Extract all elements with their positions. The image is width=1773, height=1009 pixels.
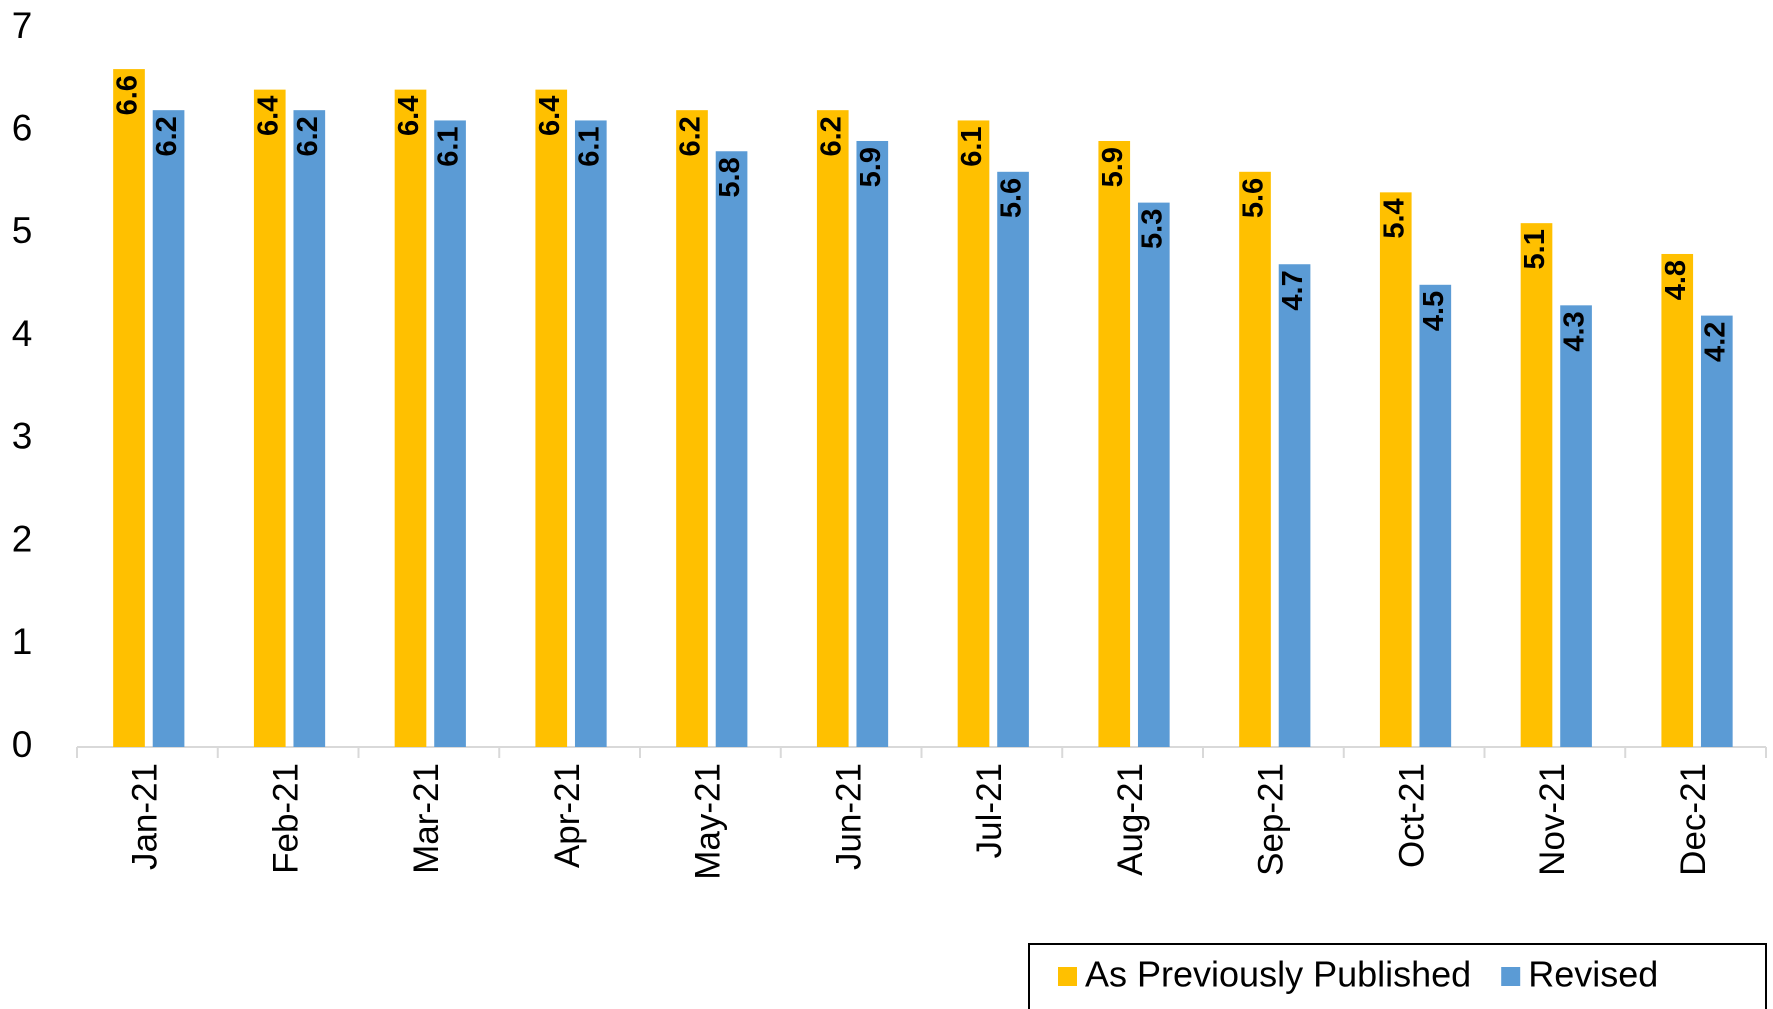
bar — [535, 89, 568, 748]
bar — [856, 140, 889, 747]
x-tick-label: Jun-21 — [829, 763, 868, 870]
y-tick-label: 3 — [12, 416, 33, 457]
data-label: 4.3 — [1559, 311, 1591, 351]
bar — [1379, 192, 1412, 748]
x-tick-label: Oct-21 — [1392, 763, 1431, 868]
data-label: 6.2 — [151, 116, 183, 156]
y-tick-label: 1 — [12, 621, 33, 662]
data-label: 4.5 — [1418, 291, 1450, 331]
legend-swatch — [1058, 967, 1077, 986]
bar — [152, 110, 185, 747]
x-tick-label: Jan-21 — [126, 763, 165, 870]
bar — [676, 110, 708, 747]
legend: As Previously Published Revised — [1028, 943, 1767, 1009]
data-label: 5.1 — [1519, 229, 1551, 269]
bar — [1700, 315, 1733, 747]
data-label: 6.6 — [112, 75, 144, 115]
data-label: 5.3 — [1136, 209, 1168, 249]
data-label: 6.1 — [433, 126, 465, 166]
bar — [293, 110, 326, 747]
bar — [715, 151, 748, 747]
bar — [1137, 202, 1170, 748]
data-label: 5.6 — [996, 178, 1028, 218]
data-label: 6.4 — [252, 96, 284, 136]
legend-label: Revised — [1528, 954, 1658, 995]
data-label: 6.2 — [292, 116, 324, 156]
data-label: 5.6 — [1238, 178, 1270, 218]
x-tick-label: Mar-21 — [407, 763, 446, 874]
bar — [1278, 264, 1311, 747]
y-tick-label: 6 — [12, 107, 33, 148]
data-label: 6.2 — [815, 116, 847, 156]
bar — [816, 110, 849, 747]
y-tick-label: 7 — [12, 5, 33, 46]
data-label: 6.4 — [534, 96, 566, 136]
y-tick-label: 0 — [12, 724, 33, 765]
x-tick-label: Apr-21 — [548, 763, 587, 868]
x-tick-label: Jul-21 — [970, 763, 1009, 858]
x-tick-label: Sep-21 — [1252, 763, 1291, 876]
y-tick-label: 4 — [12, 313, 33, 354]
bar — [434, 120, 466, 747]
x-tick-label: Aug-21 — [1111, 763, 1150, 876]
y-tick-label: 5 — [12, 210, 33, 251]
data-label: 6.1 — [573, 126, 605, 166]
data-label: 4.8 — [1660, 260, 1692, 300]
data-label: 5.9 — [1097, 147, 1129, 187]
data-label: 4.7 — [1277, 270, 1309, 310]
bar — [1239, 171, 1271, 748]
data-label: 5.8 — [714, 157, 746, 197]
bar — [957, 120, 990, 747]
data-label: 6.1 — [956, 126, 988, 166]
bar — [997, 171, 1029, 748]
data-label: 5.4 — [1378, 198, 1410, 238]
bar — [1419, 284, 1452, 747]
x-tick-label: May-21 — [689, 763, 728, 880]
bar — [1098, 140, 1131, 747]
y-tick-label: 2 — [12, 518, 33, 559]
data-label: 6.2 — [675, 116, 707, 156]
legend-label: As Previously Published — [1085, 954, 1471, 995]
bar — [113, 69, 145, 748]
bar — [1520, 223, 1553, 747]
legend-swatch — [1501, 967, 1521, 986]
data-label: 4.2 — [1699, 322, 1731, 362]
bar — [574, 120, 607, 747]
bar — [1661, 253, 1694, 747]
data-label: 6.4 — [393, 96, 425, 136]
legend-box — [1028, 943, 1767, 1009]
bar — [253, 89, 286, 748]
x-tick-label: Feb-21 — [266, 763, 305, 874]
bar — [1560, 305, 1592, 747]
data-label: 5.9 — [855, 147, 887, 187]
x-tick-label: Nov-21 — [1533, 763, 1572, 876]
bar — [394, 89, 427, 748]
x-tick-label: Dec-21 — [1674, 763, 1713, 876]
